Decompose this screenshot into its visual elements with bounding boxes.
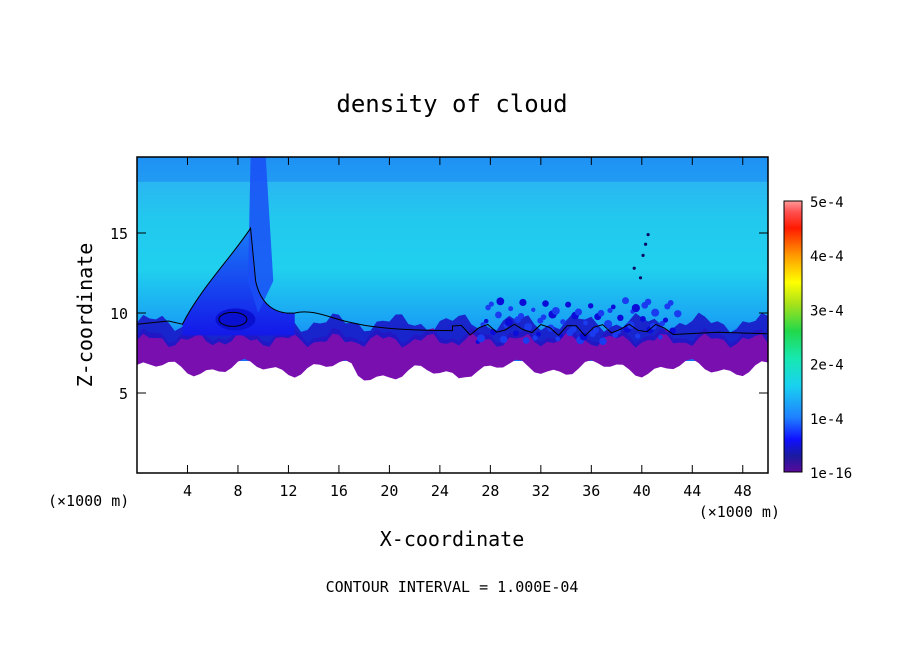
turbulent-cell xyxy=(524,323,532,331)
turbulent-cell xyxy=(658,334,663,340)
turbulent-cell xyxy=(622,297,630,305)
colorbar xyxy=(783,200,803,473)
turbulent-cell xyxy=(517,312,525,320)
turbulent-cell xyxy=(532,335,538,341)
x-tick-label: 36 xyxy=(582,482,600,500)
x-tick-label: 40 xyxy=(633,482,651,500)
colorbar-tick-label: 4e-4 xyxy=(810,249,844,265)
turbulent-cell xyxy=(488,301,494,307)
contour-loop xyxy=(218,311,248,327)
x-unit-label: (×1000 m) xyxy=(699,503,780,521)
x-tick-label: 20 xyxy=(380,482,398,500)
turbulent-cell xyxy=(542,300,549,307)
turbulent-cell xyxy=(504,318,513,327)
updraft-column xyxy=(248,157,274,313)
x-tick-label: 32 xyxy=(532,482,550,500)
cloud-base-band xyxy=(137,327,768,381)
turbulent-cell xyxy=(574,308,583,316)
isolated-cell xyxy=(641,253,645,257)
turbulent-cell xyxy=(560,319,566,325)
colorbar-ticks: 1e-4 2e-4 3e-4 4e-4 5e-4 xyxy=(810,195,844,428)
turbulent-cell xyxy=(522,337,530,344)
turbulent-cell xyxy=(551,307,560,315)
y-tick-label: 15 xyxy=(110,225,128,243)
x-tick-label: 12 xyxy=(279,482,297,500)
colorbar-tick-label: 3e-4 xyxy=(810,303,844,319)
turbulent-cell xyxy=(535,331,541,337)
x-tick-label: 16 xyxy=(330,482,348,500)
turbulent-cell xyxy=(485,304,491,311)
chart-title: density of cloud xyxy=(336,90,567,118)
plot-frame xyxy=(136,156,769,474)
turbulent-cell xyxy=(592,327,599,334)
turbulent-cell xyxy=(610,304,616,310)
contour-line xyxy=(137,226,768,337)
convective-plume xyxy=(182,228,295,336)
x-tick-label: 48 xyxy=(734,482,752,500)
turbulent-cell xyxy=(565,301,572,308)
turbulent-cell xyxy=(635,333,641,339)
turbulent-cell xyxy=(607,307,613,314)
turbulent-cell xyxy=(612,332,619,338)
plume-core xyxy=(215,308,256,331)
turbulent-cell xyxy=(662,317,669,323)
x-tick-label: 24 xyxy=(431,482,449,500)
turbulent-cell xyxy=(483,318,489,324)
turbulent-cell xyxy=(477,334,486,343)
contour-interval-note: CONTOUR INTERVAL = 1.000E-04 xyxy=(326,578,579,596)
x-axis: 4 8 12 16 20 24 28 32 36 40 44 48 xyxy=(183,157,752,500)
x-axis-label: X-coordinate xyxy=(380,527,525,551)
isolated-cell xyxy=(638,276,643,280)
x-tick-label: 8 xyxy=(233,482,242,500)
colorbar-tick-label: 2e-4 xyxy=(810,358,844,374)
turbulent-cell xyxy=(617,314,624,321)
turbulent-cell xyxy=(674,310,682,318)
turbulent-cell xyxy=(540,314,547,320)
y-axis: 5 10 15 xyxy=(110,225,768,403)
isolated-cell xyxy=(643,242,648,246)
turbulent-cell xyxy=(555,336,561,342)
density-field xyxy=(137,157,768,381)
turbulent-cell xyxy=(667,300,674,306)
turbulent-cell xyxy=(640,316,646,322)
turbulent-cell xyxy=(631,303,640,313)
turbulent-cell xyxy=(508,306,514,312)
colorbar-min-label: 1e-16 xyxy=(810,466,852,482)
turbulent-cell xyxy=(615,328,622,335)
turbulent-cell xyxy=(597,309,605,317)
turbulent-cell xyxy=(496,297,505,306)
turbulent-cell xyxy=(659,320,666,327)
turbulent-cell xyxy=(569,325,577,333)
turbulent-cell xyxy=(587,303,594,309)
turbulent-cell xyxy=(644,298,652,305)
turbulent-cell xyxy=(499,335,508,344)
turbulent-cell xyxy=(599,337,607,345)
y-tick-label: 10 xyxy=(110,305,128,323)
x-tick-label: 4 xyxy=(183,482,192,500)
turbulent-cell xyxy=(495,311,502,319)
turbulent-cell xyxy=(513,330,519,336)
y-axis-label: Z-coordinate xyxy=(73,243,97,388)
turbulent-cell xyxy=(669,327,676,335)
cloud-top-band xyxy=(137,157,768,182)
isolated-cell xyxy=(632,266,636,270)
colorbar-tick-label: 1e-4 xyxy=(810,412,844,428)
turbulent-cell xyxy=(651,308,660,317)
y-unit-label: (×1000 m) xyxy=(48,492,129,510)
turbulent-cell xyxy=(519,298,527,307)
x-tick-label: 28 xyxy=(481,482,499,500)
turbulent-cell xyxy=(583,320,588,326)
y-tick-label: 5 xyxy=(119,385,128,403)
turbulent-cell xyxy=(604,319,613,329)
turbulent-cell xyxy=(531,307,536,312)
isolated-cell xyxy=(646,233,650,237)
x-tick-label: 44 xyxy=(683,482,701,500)
colorbar-tick-label: 5e-4 xyxy=(810,195,844,211)
